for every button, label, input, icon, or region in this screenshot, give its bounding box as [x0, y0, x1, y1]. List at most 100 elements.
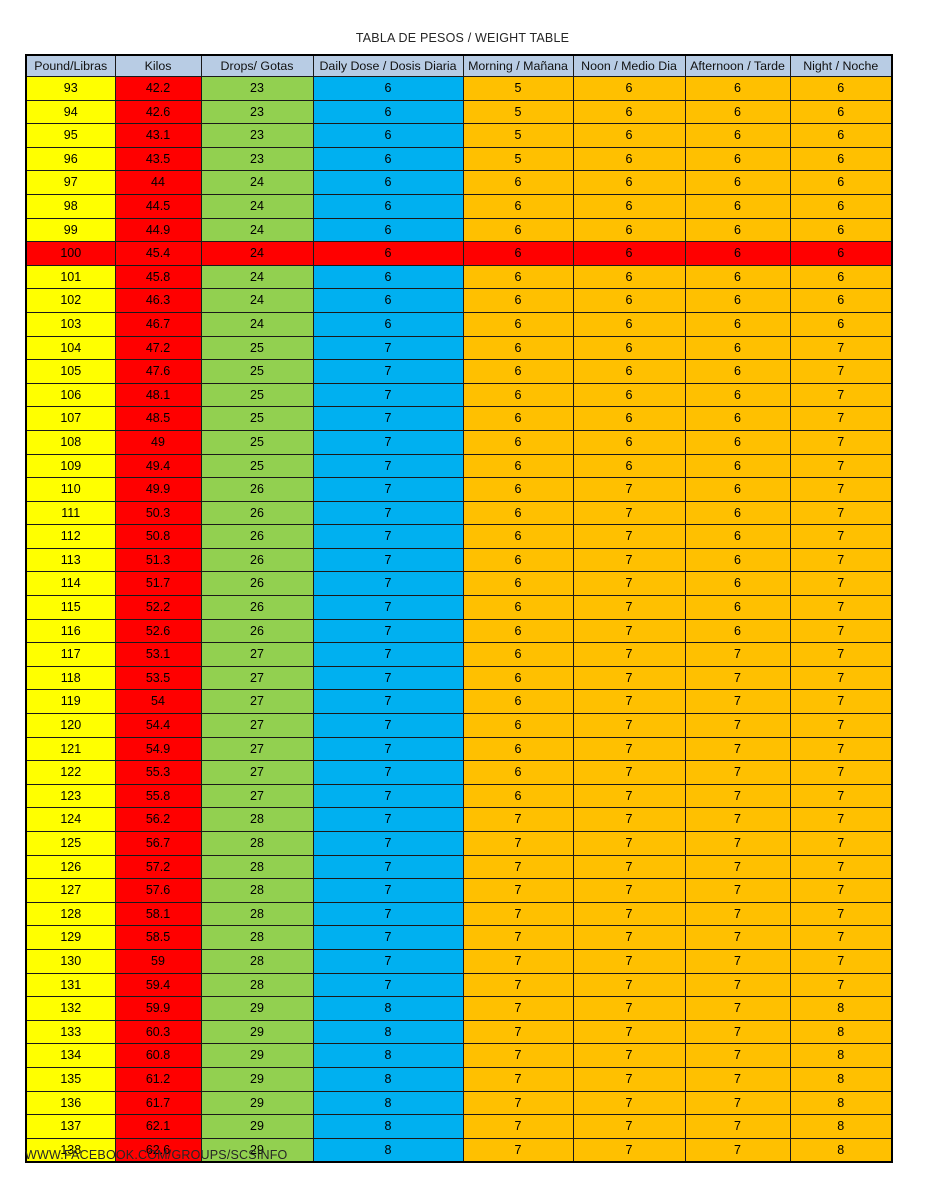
- cell-kilos: 51.7: [114, 571, 202, 597]
- cell-daily: 8: [312, 1114, 464, 1139]
- cell-afternoon: 6: [684, 146, 791, 172]
- cell-afternoon: 6: [684, 500, 791, 526]
- cell-pound: 113: [25, 547, 116, 573]
- column-header-night: Night / Noche: [789, 54, 893, 77]
- cell-night: 7: [789, 807, 893, 832]
- cell-afternoon: 7: [684, 878, 791, 903]
- cell-noon: 7: [572, 713, 686, 738]
- cell-morning: 7: [462, 1066, 574, 1092]
- cell-pound: 120: [25, 713, 116, 738]
- cell-morning: 7: [462, 972, 574, 998]
- cell-drops: 28: [200, 972, 314, 998]
- cell-morning: 6: [462, 783, 574, 809]
- cell-afternoon: 6: [684, 241, 791, 266]
- table-row: 115 52.2 26 7 6 7 6 7: [25, 595, 893, 620]
- cell-drops: 25: [200, 359, 314, 384]
- weight-table-container: Pound/Libras Kilos Drops/ Gotas Daily Dose …: [25, 54, 893, 1164]
- cell-afternoon: 7: [684, 807, 791, 832]
- cell-afternoon: 7: [684, 642, 791, 667]
- cell-night: 8: [789, 1066, 893, 1092]
- cell-drops: 25: [200, 382, 314, 408]
- table-body: 93 42.2 23 6 5 6 6 6 94 42.6 23 6 5 6 6 6 95 43.1 23 6 5 6 6 6 9…: [25, 76, 893, 1163]
- cell-kilos: 56.7: [114, 831, 202, 856]
- cell-afternoon: 7: [684, 854, 791, 880]
- cell-noon: 7: [572, 925, 686, 950]
- cell-daily: 7: [312, 500, 464, 526]
- cell-noon: 6: [572, 288, 686, 313]
- cell-kilos: 57.2: [114, 854, 202, 880]
- cell-noon: 7: [572, 689, 686, 715]
- cell-morning: 7: [462, 948, 574, 974]
- cell-kilos: 54.9: [114, 736, 202, 762]
- cell-daily: 8: [312, 996, 464, 1021]
- table-row: 93 42.2 23 6 5 6 6 6: [25, 76, 893, 101]
- table-row: 121 54.9 27 7 6 7 7 7: [25, 736, 893, 762]
- cell-daily: 7: [312, 595, 464, 620]
- cell-night: 7: [789, 736, 893, 762]
- cell-pound: 100: [25, 241, 116, 266]
- cell-noon: 6: [572, 453, 686, 479]
- cell-daily: 7: [312, 878, 464, 903]
- cell-morning: 7: [462, 1019, 574, 1045]
- table-row: 109 49.4 25 7 6 6 6 7: [25, 453, 893, 479]
- cell-noon: 6: [572, 359, 686, 384]
- cell-morning: 5: [462, 76, 574, 101]
- table-row: 135 61.2 29 8 7 7 7 8: [25, 1066, 893, 1092]
- table-row: 127 57.6 28 7 7 7 7 7: [25, 878, 893, 903]
- cell-afternoon: 7: [684, 1137, 791, 1163]
- table-header: Pound/Libras Kilos Drops/ Gotas Daily Dose …: [25, 54, 893, 77]
- cell-noon: 7: [572, 996, 686, 1021]
- cell-pound: 132: [25, 996, 116, 1021]
- cell-afternoon: 7: [684, 1090, 791, 1116]
- cell-daily: 6: [312, 311, 464, 337]
- cell-afternoon: 6: [684, 76, 791, 101]
- footer-link: WWW.FACEBOOK.COM/GROUPS/SCSINFO: [25, 1148, 288, 1162]
- cell-morning: 6: [462, 288, 574, 313]
- cell-kilos: 52.2: [114, 595, 202, 620]
- cell-afternoon: 6: [684, 170, 791, 195]
- cell-afternoon: 7: [684, 665, 791, 691]
- cell-morning: 7: [462, 1114, 574, 1139]
- cell-afternoon: 7: [684, 831, 791, 856]
- table-row: 98 44.5 24 6 6 6 6 6: [25, 193, 893, 219]
- cell-pound: 126: [25, 854, 116, 880]
- cell-daily: 8: [312, 1043, 464, 1068]
- cell-kilos: 47.2: [114, 335, 202, 361]
- table-row: 113 51.3 26 7 6 7 6 7: [25, 547, 893, 573]
- cell-daily: 7: [312, 477, 464, 502]
- cell-noon: 6: [572, 406, 686, 431]
- cell-pound: 116: [25, 618, 116, 644]
- cell-daily: 7: [312, 689, 464, 715]
- table-row: 102 46.3 24 6 6 6 6 6: [25, 288, 893, 313]
- cell-drops: 29: [200, 1090, 314, 1116]
- cell-noon: 6: [572, 311, 686, 337]
- cell-night: 6: [789, 76, 893, 101]
- cell-kilos: 48.5: [114, 406, 202, 431]
- cell-daily: 7: [312, 783, 464, 809]
- cell-noon: 7: [572, 736, 686, 762]
- cell-daily: 6: [312, 193, 464, 219]
- cell-afternoon: 6: [684, 123, 791, 148]
- cell-noon: 6: [572, 382, 686, 408]
- cell-kilos: 52.6: [114, 618, 202, 644]
- cell-night: 6: [789, 241, 893, 266]
- cell-night: 6: [789, 99, 893, 125]
- cell-daily: 6: [312, 241, 464, 266]
- cell-afternoon: 6: [684, 264, 791, 290]
- cell-noon: 6: [572, 335, 686, 361]
- cell-kilos: 61.2: [114, 1066, 202, 1092]
- cell-afternoon: 7: [684, 1066, 791, 1092]
- cell-noon: 7: [572, 642, 686, 667]
- cell-pound: 117: [25, 642, 116, 667]
- cell-drops: 29: [200, 996, 314, 1021]
- cell-noon: 7: [572, 500, 686, 526]
- cell-drops: 25: [200, 453, 314, 479]
- table-row: 104 47.2 25 7 6 6 6 7: [25, 335, 893, 361]
- cell-daily: 7: [312, 854, 464, 880]
- cell-pound: 97: [25, 170, 116, 195]
- cell-kilos: 49: [114, 429, 202, 455]
- cell-daily: 6: [312, 264, 464, 290]
- cell-drops: 25: [200, 335, 314, 361]
- cell-daily: 7: [312, 382, 464, 408]
- cell-morning: 6: [462, 477, 574, 502]
